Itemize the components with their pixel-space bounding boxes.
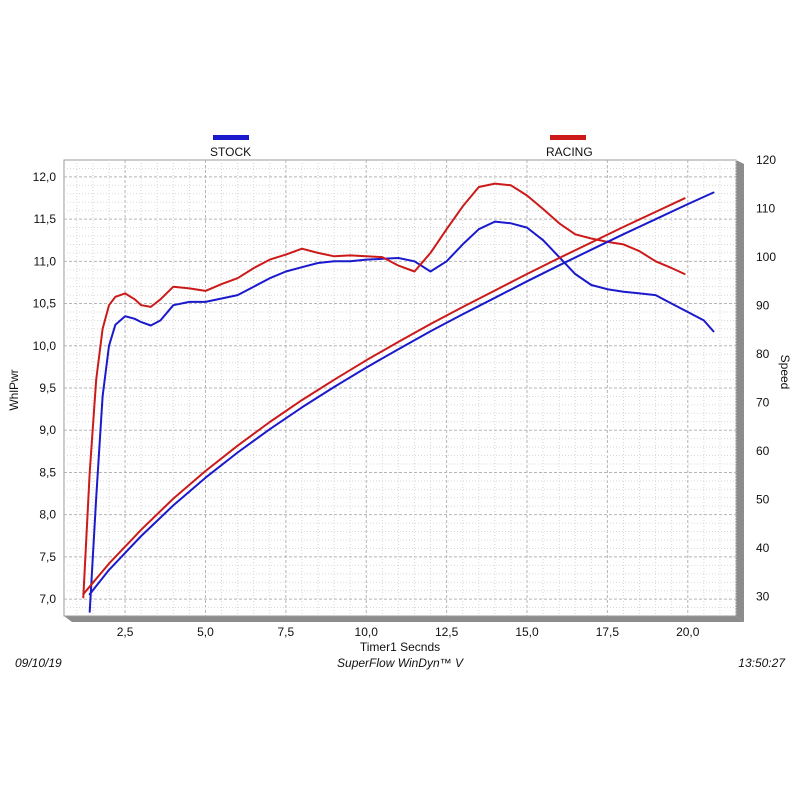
series-line-stock-power: [88, 220, 715, 613]
y2-tick-label: 60: [756, 444, 770, 458]
y-tick-label: 9,5: [39, 381, 56, 395]
footer-time: 13:50:27: [738, 656, 785, 670]
series-line-stock-speed: [88, 191, 715, 596]
x-tick-label: 12,5: [435, 625, 459, 639]
y2-tick-label: 100: [756, 250, 776, 264]
y2-axis-title: Speed: [778, 355, 792, 390]
tick-labels: 2,5 5,0 7,5 10,0 12,5 15,0 17,5 20,0 7,0 7,5 8,0 8,…: [33, 153, 777, 639]
legend-swatch-stock: [213, 135, 249, 140]
y2-tick-label: 110: [756, 202, 775, 216]
y-tick-label: 12,0: [33, 170, 57, 184]
frame-shadow-bottom: [64, 616, 744, 622]
y2-tick-label: 80: [756, 347, 770, 361]
y-tick-label: 8,0: [39, 508, 56, 522]
y-tick-label: 11,0: [34, 254, 57, 268]
y2-tick-label: 70: [756, 396, 770, 410]
x-tick-label: 2,5: [117, 625, 134, 639]
y2-tick-label: 90: [756, 299, 770, 313]
x-tick-label: 15,0: [515, 625, 539, 639]
x-tick-label: 5,0: [197, 625, 214, 639]
footer-software: SuperFlow WinDyn™ V: [337, 656, 463, 670]
series-line-racing-speed: [82, 197, 686, 596]
footer-date: 09/10/19: [15, 656, 62, 670]
y2-tick-label: 50: [756, 493, 770, 507]
y2-tick-label: 40: [756, 541, 770, 555]
y2-tick-label: 30: [756, 590, 770, 604]
y-tick-label: 10,0: [33, 339, 57, 353]
legend-swatch-racing: [550, 135, 586, 140]
y-tick-label: 10,5: [33, 297, 57, 311]
y-tick-label: 7,5: [39, 550, 56, 564]
x-axis-title: Timer1 Secnds: [360, 640, 440, 654]
series-line-racing-power: [82, 182, 686, 599]
y-tick-label: 8,5: [39, 465, 56, 479]
x-tick-label: 20,0: [676, 625, 700, 639]
x-tick-label: 7,5: [278, 625, 295, 639]
y-tick-label: 9,0: [39, 423, 56, 437]
y2-tick-label: 120: [756, 153, 776, 167]
grid: [64, 160, 737, 616]
x-tick-label: 10,0: [355, 625, 379, 639]
y-axis-title: WhlPwr: [7, 369, 21, 410]
y-tick-label: 11,5: [34, 212, 57, 226]
legend-label-racing: RACING: [546, 145, 593, 159]
series-layer: [82, 182, 715, 613]
y-tick-label: 7,0: [39, 592, 56, 606]
legend-label-stock: STOCK: [210, 145, 251, 159]
frame-shadow-right: [736, 160, 744, 622]
x-tick-label: 17,5: [596, 625, 620, 639]
